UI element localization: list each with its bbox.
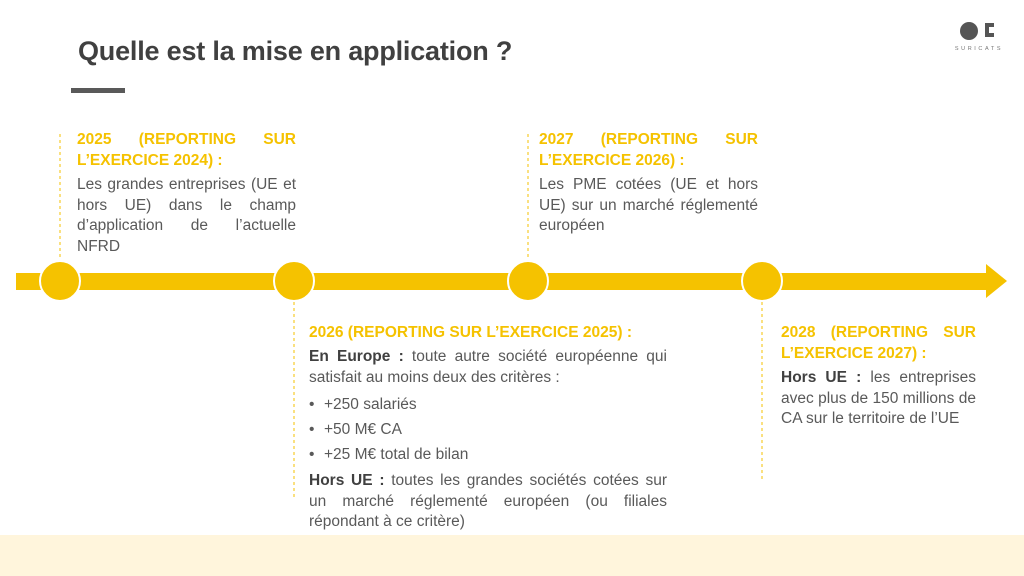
europe-text: toute autre société européenne qui satis… bbox=[309, 348, 667, 386]
footer-band bbox=[0, 535, 1024, 576]
suricats-logo-icon bbox=[960, 22, 994, 40]
milestone-heading: 2025 (REPORTING SUR L’EXERCICE 2024) : bbox=[77, 131, 296, 169]
outside-eu-paragraph: Hors UE : les entreprises avec plus de 1… bbox=[781, 368, 976, 430]
node-2027 bbox=[507, 260, 549, 302]
milestone-text: Les PME cotées (UE et hors UE) sur un ma… bbox=[539, 176, 758, 234]
milestone-2028: 2028 (REPORTING SUR L’EXERCICE 2027) : H… bbox=[781, 322, 976, 430]
milestone-2027: 2027 (REPORTING SUR L’EXERCICE 2026) : L… bbox=[539, 129, 758, 237]
outside-eu-text: toutes les grandes sociétés cotées sur u… bbox=[309, 472, 668, 530]
milestone-2025: 2025 (REPORTING SUR L’EXERCICE 2024) : L… bbox=[77, 129, 296, 257]
outside-eu-label: Hors UE : bbox=[309, 472, 385, 489]
criteria-item: +250 salariés bbox=[309, 392, 667, 417]
criteria-list: +250 salariés +50 M€ CA +25 M€ total de … bbox=[309, 392, 667, 467]
node-2025 bbox=[39, 260, 81, 302]
milestone-text: Les grandes entreprises (UE et hors UE) … bbox=[77, 176, 296, 255]
milestone-heading: 2028 (REPORTING SUR L’EXERCICE 2027) : bbox=[781, 324, 976, 362]
criteria-item: +50 M€ CA bbox=[309, 417, 667, 442]
milestone-heading: 2027 (REPORTING SUR L’EXERCICE 2026) : bbox=[539, 131, 758, 169]
logo: SURICATS bbox=[944, 20, 1014, 56]
outside-eu-label: Hors UE : bbox=[781, 369, 862, 386]
timeline-bar bbox=[16, 273, 988, 290]
page-title: Quelle est la mise en application ? bbox=[78, 36, 513, 66]
node-2026 bbox=[273, 260, 315, 302]
milestone-2026: 2026 (REPORTING SUR L’EXERCICE 2025) : E… bbox=[309, 322, 667, 533]
milestone-heading: 2026 (REPORTING SUR L’EXERCICE 2025) : bbox=[309, 324, 633, 341]
node-2028 bbox=[741, 260, 783, 302]
logo-text: SURICATS bbox=[954, 46, 1004, 52]
europe-label: En Europe : bbox=[309, 348, 404, 365]
timeline-arrowhead bbox=[986, 264, 1007, 298]
europe-paragraph: En Europe : toute autre société européen… bbox=[309, 347, 667, 388]
outside-eu-text: les entreprises avec plus de 150 million… bbox=[781, 369, 977, 427]
criteria-item: +25 M€ total de bilan bbox=[309, 442, 667, 467]
outside-eu-paragraph: Hors UE : toutes les grandes sociétés co… bbox=[309, 471, 667, 533]
title-underline bbox=[71, 88, 125, 93]
